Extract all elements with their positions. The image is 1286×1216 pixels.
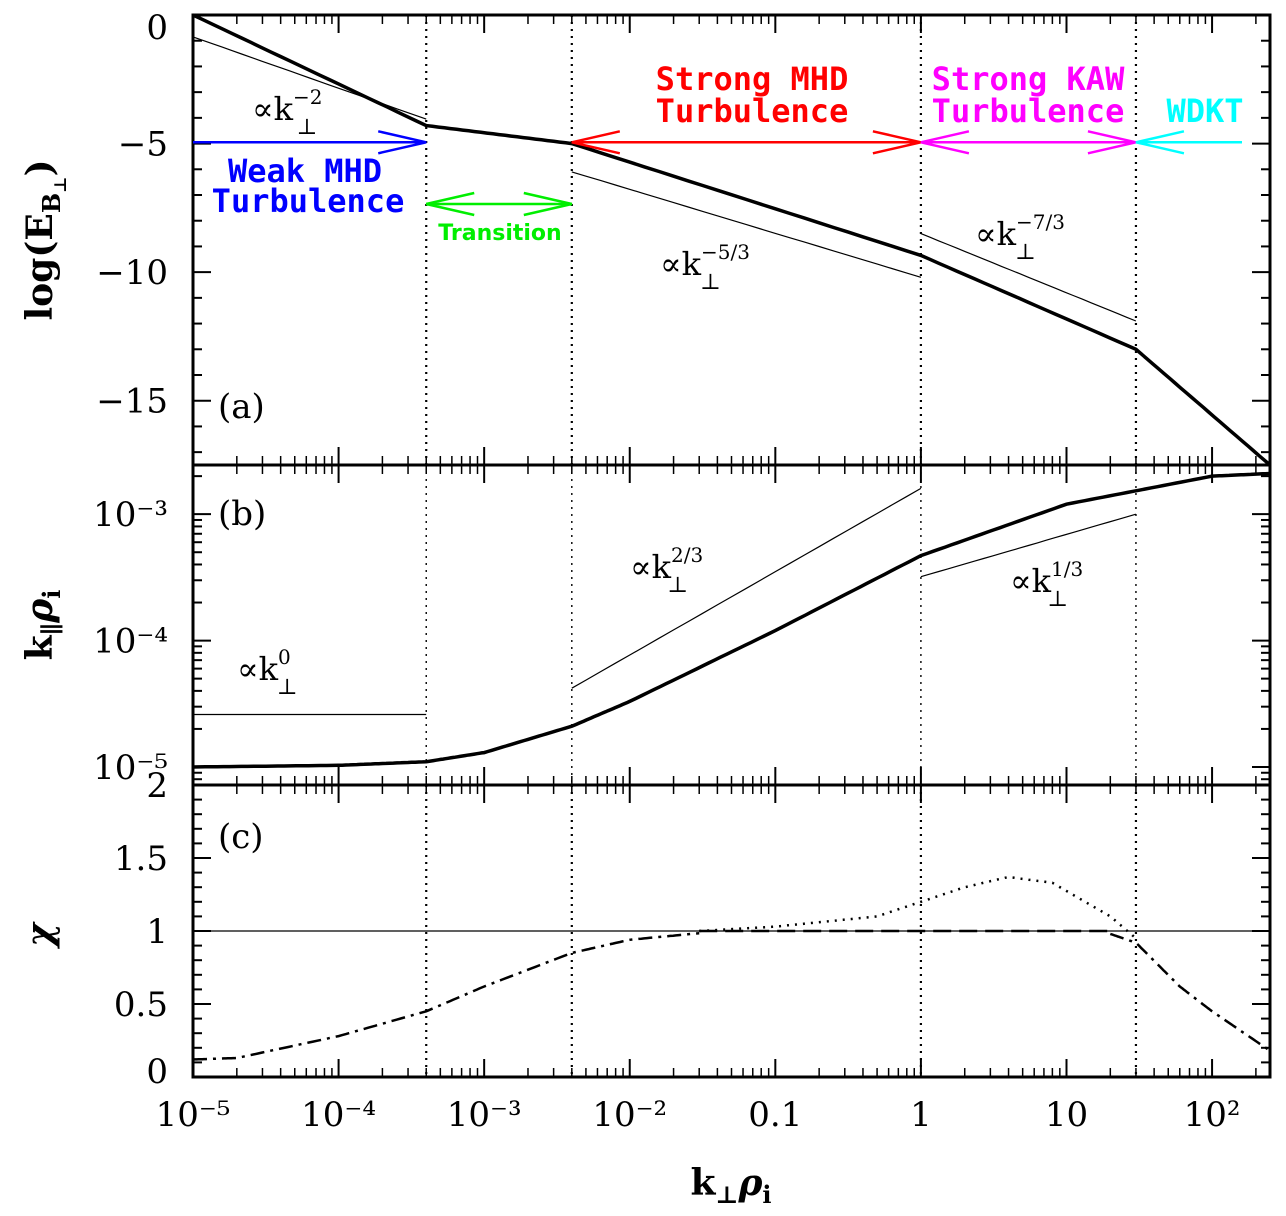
region-label-weak-1: Weak MHD [228,152,382,190]
ref-line-b-2 [920,513,1137,578]
arrow-transition-right [523,191,573,217]
region-label-strong-kaw-1: Strong KAW [932,60,1125,98]
ytick-label-b-1: 10⁻⁴ [93,622,168,662]
ytick-label-c-4: 2 [146,766,168,806]
annotation-k-0: ∝k0 ⊥ [237,645,297,700]
annotation-k-minus-5-3: ∝k−5/3 ⊥ [660,240,750,295]
annotation-k-1-3: ∝k1/3 ⊥ [1010,557,1083,612]
ytick-label-a-2: −10 [96,253,168,293]
arrow-kaw-left [920,130,970,155]
arrow-mhd-left [571,130,621,155]
panel-b-frame [191,463,1272,787]
region-label-weak-2: Turbulence [212,182,405,220]
xtick-label-5: 1 [910,1095,932,1135]
ytick-label-c-2: 1 [146,912,168,952]
series-c-1 [699,875,1137,940]
ytick-label-c-0: 0 [146,1052,168,1092]
xtick-label-6: 10 [1045,1095,1088,1135]
series-a-0 [192,13,1272,467]
annotation-k-2-3: ∝k2/3 ⊥ [630,543,703,598]
region-label-strong-mhd-1: Strong MHD [656,60,849,98]
region-label-strong-kaw-2: Turbulence [932,92,1125,130]
annotation-k-minus-2: ∝k−2 ⊥ [252,85,323,140]
ytick-label-c-1: 0.5 [114,985,168,1025]
xtick-label-4: 0.1 [748,1095,802,1135]
xtick-label-1: 10⁻⁴ [301,1095,376,1135]
ytick-label-a-0: 0 [146,8,168,48]
y-axis-label-c: χ [19,921,61,950]
xtick-label-0: 10⁻⁵ [156,1095,231,1135]
ytick-label-b-2: 10⁻⁵ [93,748,168,788]
xtick-label-2: 10⁻³ [447,1095,522,1135]
y-axis-label-b: k∥ρi [19,590,66,661]
ytick-label-a-1: −5 [118,125,168,165]
ytick-label-c-3: 1.5 [114,839,168,879]
ytick-label-b-0: 10⁻³ [93,495,168,535]
region-arrows [193,130,1242,217]
ref-line-b-1 [571,487,922,689]
panel-c-label: (c) [218,817,264,857]
xtick-label-7: 10² [1184,1095,1241,1135]
y-axis-label-a: log(EB⊥) [19,159,71,320]
data-curves [192,13,1272,1061]
panel-a-label: (a) [218,387,265,427]
arrow-transition-left [425,191,475,217]
axis-ticks [192,14,1270,1078]
region-label-transition: Transition [438,221,561,246]
annotation-k-minus-7-3: ∝k−7/3 ⊥ [975,210,1065,265]
region-boundaries [425,15,1138,1077]
ref-line-a-2 [920,233,1137,322]
arrow-weak-head [377,130,427,155]
x-axis-label: k⊥ρi [690,1162,771,1209]
ref-line-a-1 [571,171,922,278]
xtick-label-3: 10⁻² [592,1095,667,1135]
arrow-wdkt-head [1135,130,1185,155]
region-label-strong-mhd-2: Turbulence [656,92,849,130]
series-c-3 [1109,932,1271,1052]
series-c-0 [192,931,700,1061]
region-label-wdkt: WDKT [1166,92,1243,130]
panel-b-label: (b) [218,494,266,534]
series-b-0 [192,471,1271,769]
ytick-label-a-3: −15 [96,382,168,422]
